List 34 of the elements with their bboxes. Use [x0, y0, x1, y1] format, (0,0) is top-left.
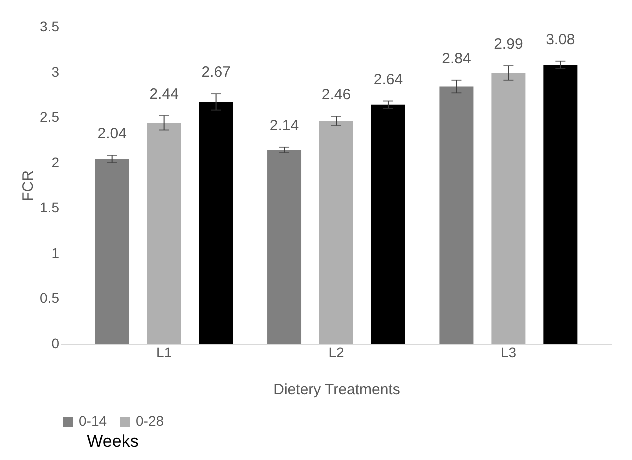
bar	[320, 121, 354, 344]
x-tick-label: L1	[156, 344, 172, 360]
data-label: 2.67	[202, 64, 231, 82]
bar	[371, 104, 406, 344]
data-label: 2.64	[374, 71, 404, 88]
bar	[440, 86, 474, 344]
data-label: 2.46	[322, 86, 352, 104]
x-axis-title: Dietery Treatments	[274, 382, 400, 398]
bar	[147, 123, 182, 344]
data-label: 3.08	[546, 31, 576, 48]
data-label: 2.14	[270, 117, 300, 134]
legend-label: 0-28	[136, 413, 164, 429]
y-tick-label: 0	[52, 336, 60, 352]
data-label: 2.84	[442, 50, 472, 68]
y-tick-label: 1.5	[40, 200, 60, 216]
bar	[95, 159, 130, 344]
bar	[199, 102, 234, 344]
y-axis-title: FCR	[20, 170, 38, 202]
y-tick-label: 3	[52, 64, 60, 80]
y-tick-label: 2.5	[40, 109, 60, 126]
y-tick-label: 0.5	[40, 290, 60, 306]
x-tick-label: L3	[500, 344, 517, 360]
bar	[492, 73, 526, 344]
x-tick-label: L2	[328, 344, 344, 360]
y-tick-label: 1	[52, 244, 60, 261]
legend-label: 0-14	[79, 413, 108, 429]
y-tick-label: 3.5	[40, 18, 60, 34]
data-label: 2.44	[150, 86, 179, 103]
data-label: 2.99	[494, 36, 524, 53]
bar	[544, 65, 578, 344]
y-tick-label: 2	[52, 154, 60, 170]
legend-title: Weeks	[87, 432, 139, 451]
data-label: 2.04	[98, 126, 127, 143]
bar	[268, 150, 302, 344]
